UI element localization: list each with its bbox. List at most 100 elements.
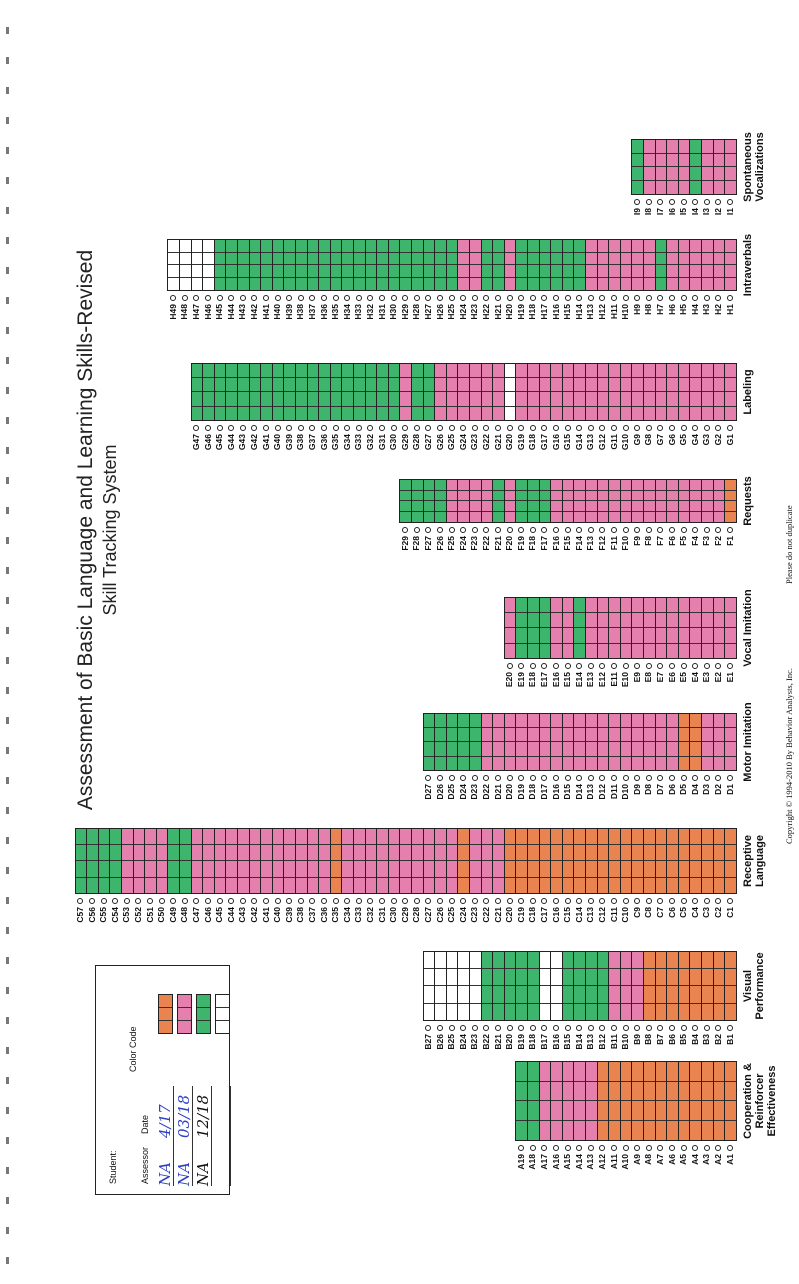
skill-row: [527, 1061, 540, 1141]
skill-cell: [540, 480, 551, 490]
skill-row: [399, 239, 412, 291]
skill-row: [689, 951, 702, 1021]
skill-cell: [539, 612, 551, 628]
skill-code: A3: [701, 1154, 712, 1165]
skill-cell: [598, 1062, 609, 1081]
skill-cell: [388, 391, 400, 406]
skill-cell: [447, 480, 458, 490]
skill-cell: [551, 741, 562, 756]
skill-cell: [284, 405, 295, 420]
skill-cell: [632, 405, 643, 420]
skill-cell: [539, 1120, 551, 1140]
skill-cell: [435, 829, 446, 844]
skill-cell: [714, 598, 725, 612]
skill-circle: [541, 775, 548, 781]
skill-row: [585, 479, 598, 523]
color-swatch: [215, 994, 230, 1034]
binder-mark: [6, 867, 9, 874]
skill-cell: [644, 264, 655, 278]
skill-cell: [551, 264, 562, 278]
skill-cell: [504, 876, 516, 893]
skill-cell: [551, 1100, 562, 1121]
skill-cell: [714, 140, 725, 153]
skill-cell: [342, 844, 353, 861]
skill-cell: [679, 480, 690, 490]
binder-mark: [6, 207, 9, 214]
skill-code: C18: [527, 907, 538, 923]
title: Assessment of Basic Language and Learnin…: [74, 249, 97, 811]
skill-cell: [168, 860, 179, 877]
skill-circle: [506, 775, 513, 781]
skill-cell: [609, 480, 620, 490]
skill-circle: [390, 295, 397, 301]
skill-cell: [470, 489, 481, 501]
skill-cell: [516, 1062, 527, 1081]
skill-code: F21: [492, 536, 503, 551]
skill-cell: [632, 277, 643, 290]
skill-cell: [714, 952, 725, 968]
skill-row: [376, 239, 389, 291]
skill-cell: [377, 251, 388, 265]
skill-code: C8: [643, 907, 654, 918]
skill-circle: [355, 898, 362, 904]
skill-circle: [727, 527, 733, 533]
skill-cell: [539, 391, 551, 406]
skill-code: F3: [701, 536, 712, 546]
skill-cell: [620, 741, 632, 756]
skill-code: H30: [388, 304, 399, 320]
skill-circle: [564, 425, 571, 431]
skill-cell: [504, 642, 516, 658]
skill-circle: [657, 425, 664, 431]
skill-circle: [564, 1025, 571, 1031]
skill-cell: [493, 277, 504, 290]
skill-cell: [331, 364, 342, 377]
skill-cell: [470, 829, 481, 844]
skill-cell: [620, 1080, 632, 1101]
skill-row: [701, 479, 714, 523]
skill-cell: [319, 844, 330, 861]
skill-cell: [551, 500, 562, 512]
skill-circle: [321, 295, 327, 301]
skill-cell: [470, 968, 481, 986]
skill-cell: [678, 391, 690, 406]
skill-circle: [622, 295, 629, 301]
skill-cell: [679, 364, 690, 377]
skill-row: [492, 363, 505, 421]
skill-circle: [576, 1025, 583, 1031]
skill-row: [190, 828, 204, 894]
skill-circle: [529, 898, 536, 904]
skill-circle: [205, 425, 211, 431]
skill-circle: [460, 898, 467, 904]
skill-circle: [529, 295, 536, 301]
skill-circle: [553, 295, 559, 301]
skill-cell: [296, 377, 307, 392]
skill-code: H2: [712, 304, 723, 315]
skill-code: B1: [724, 1034, 735, 1045]
skill-circle: [355, 295, 362, 301]
skill-cell: [551, 251, 562, 265]
binder-mark: [6, 147, 9, 154]
skill-cell: [493, 489, 504, 501]
skill-row: [561, 479, 575, 523]
skill-row: [643, 597, 656, 659]
skill-circle: [460, 527, 467, 533]
skill-code: G36: [318, 434, 329, 451]
skill-row: [503, 363, 517, 421]
skill-code: G40: [272, 434, 283, 451]
binder-mark: [6, 687, 9, 694]
skill-cell: [667, 152, 678, 167]
skill-cell: [667, 391, 678, 406]
skill-cell: [574, 727, 585, 742]
skill-row: [666, 1061, 679, 1141]
skill-cell: [620, 844, 632, 861]
skill-cell: [261, 829, 272, 844]
skill-cell: [435, 1002, 446, 1020]
skill-cell: [261, 251, 272, 265]
skill-cell: [238, 391, 249, 406]
skill-code: C4: [689, 907, 700, 918]
skill-cell: [702, 377, 713, 392]
skill-cell: [493, 240, 504, 252]
skill-cell: [446, 489, 458, 501]
skill-cell: [493, 952, 504, 968]
skill-code: B14: [573, 1034, 584, 1050]
